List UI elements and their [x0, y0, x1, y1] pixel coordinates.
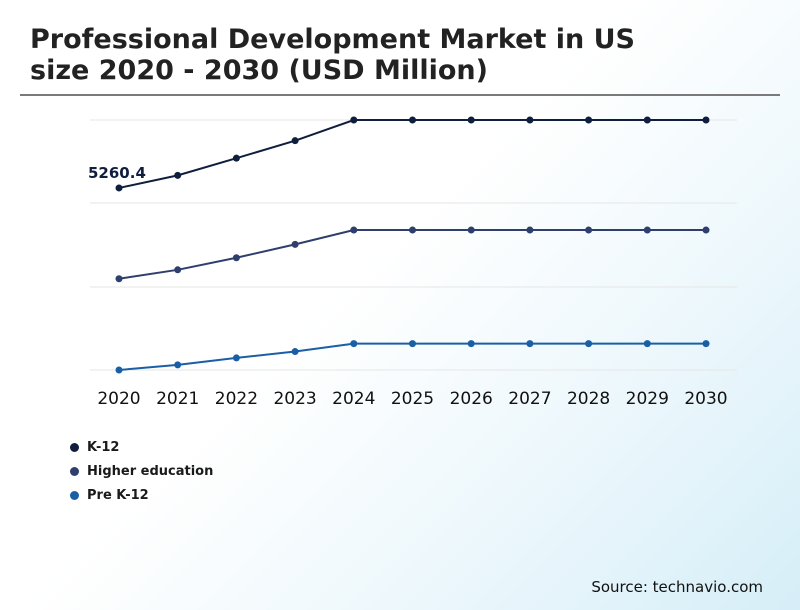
- legend-marker-k-12: [70, 442, 79, 452]
- x-tick-label-2020: 2020: [97, 389, 140, 409]
- data-point-k-12-2027: [526, 116, 534, 124]
- chart-legend: K-12 Higher education Pre K-12: [70, 435, 213, 507]
- x-tick-label-2030: 2030: [684, 389, 727, 409]
- data-point-pre-k-12-2030: [702, 340, 710, 348]
- source-credit: Source: technavio.com: [591, 578, 763, 596]
- data-point-higher-education-2021: [174, 266, 182, 274]
- legend-label-higher-education: Higher education: [87, 463, 214, 479]
- x-tick-label-2024: 2024: [332, 389, 375, 409]
- x-tick-label-2026: 2026: [450, 389, 493, 409]
- data-label-k-12-2020: 5260.4: [88, 164, 146, 182]
- series-line-higher-education: [118, 229, 706, 280]
- data-point-higher-education-2024: [350, 226, 358, 234]
- series-line-k-12: [118, 119, 706, 189]
- legend-marker-pre-k-12: [70, 490, 79, 500]
- data-point-pre-k-12-2029: [643, 340, 651, 348]
- data-point-higher-education-2028: [585, 226, 593, 234]
- legend-label-pre-k-12: Pre K-12: [87, 487, 149, 503]
- data-point-pre-k-12-2020: [115, 366, 123, 374]
- x-tick-label-2023: 2023: [273, 389, 316, 409]
- data-point-k-12-2022: [232, 154, 240, 162]
- data-point-pre-k-12-2028: [585, 340, 593, 348]
- data-point-pre-k-12-2023: [291, 348, 299, 356]
- data-point-higher-education-2023: [291, 240, 299, 248]
- data-point-higher-education-2030: [702, 226, 710, 234]
- data-point-pre-k-12-2024: [350, 340, 358, 348]
- data-point-pre-k-12-2025: [409, 340, 416, 348]
- chart-title: Professional Development Market in US si…: [30, 24, 770, 86]
- data-point-higher-education-2022: [232, 254, 240, 262]
- legend-marker-higher-education: [70, 466, 79, 476]
- data-point-pre-k-12-2027: [526, 340, 534, 348]
- data-point-higher-education-2029: [643, 226, 651, 234]
- legend-item-higher-education: Higher education: [70, 459, 213, 483]
- x-tick-label-2028: 2028: [567, 389, 610, 409]
- x-tick-label-2029: 2029: [626, 389, 669, 409]
- x-tick-label-2021: 2021: [156, 389, 199, 409]
- data-point-k-12-2025: [409, 116, 416, 124]
- chart-title-line-2: size 2020 - 2030 (USD Million): [30, 55, 488, 86]
- data-point-k-12-2020: [115, 184, 123, 192]
- legend-item-k-12: K-12: [70, 435, 213, 459]
- x-tick-label-2027: 2027: [508, 389, 551, 409]
- data-point-k-12-2024: [350, 116, 358, 124]
- chart-title-line-1: Professional Development Market in US: [30, 24, 635, 55]
- data-point-pre-k-12-2021: [174, 361, 182, 369]
- data-point-k-12-2026: [467, 116, 475, 124]
- data-point-k-12-2021: [174, 171, 182, 179]
- legend-label-k-12: K-12: [87, 439, 120, 455]
- data-point-higher-education-2025: [409, 226, 416, 234]
- data-point-k-12-2028: [585, 116, 593, 124]
- data-point-k-12-2023: [291, 137, 299, 145]
- title-divider: [20, 94, 780, 96]
- legend-item-pre-k-12: Pre K-12: [70, 483, 213, 507]
- series-line-pre-k-12: [118, 342, 706, 371]
- data-point-pre-k-12-2026: [467, 340, 475, 348]
- data-point-pre-k-12-2022: [232, 354, 240, 362]
- data-point-k-12-2029: [643, 116, 651, 124]
- data-point-higher-education-2026: [467, 226, 475, 234]
- x-tick-label-2025: 2025: [391, 389, 434, 409]
- x-tick-label-2022: 2022: [215, 389, 258, 409]
- data-point-higher-education-2020: [115, 275, 123, 283]
- data-point-higher-education-2027: [526, 226, 534, 234]
- data-point-k-12-2030: [702, 116, 710, 124]
